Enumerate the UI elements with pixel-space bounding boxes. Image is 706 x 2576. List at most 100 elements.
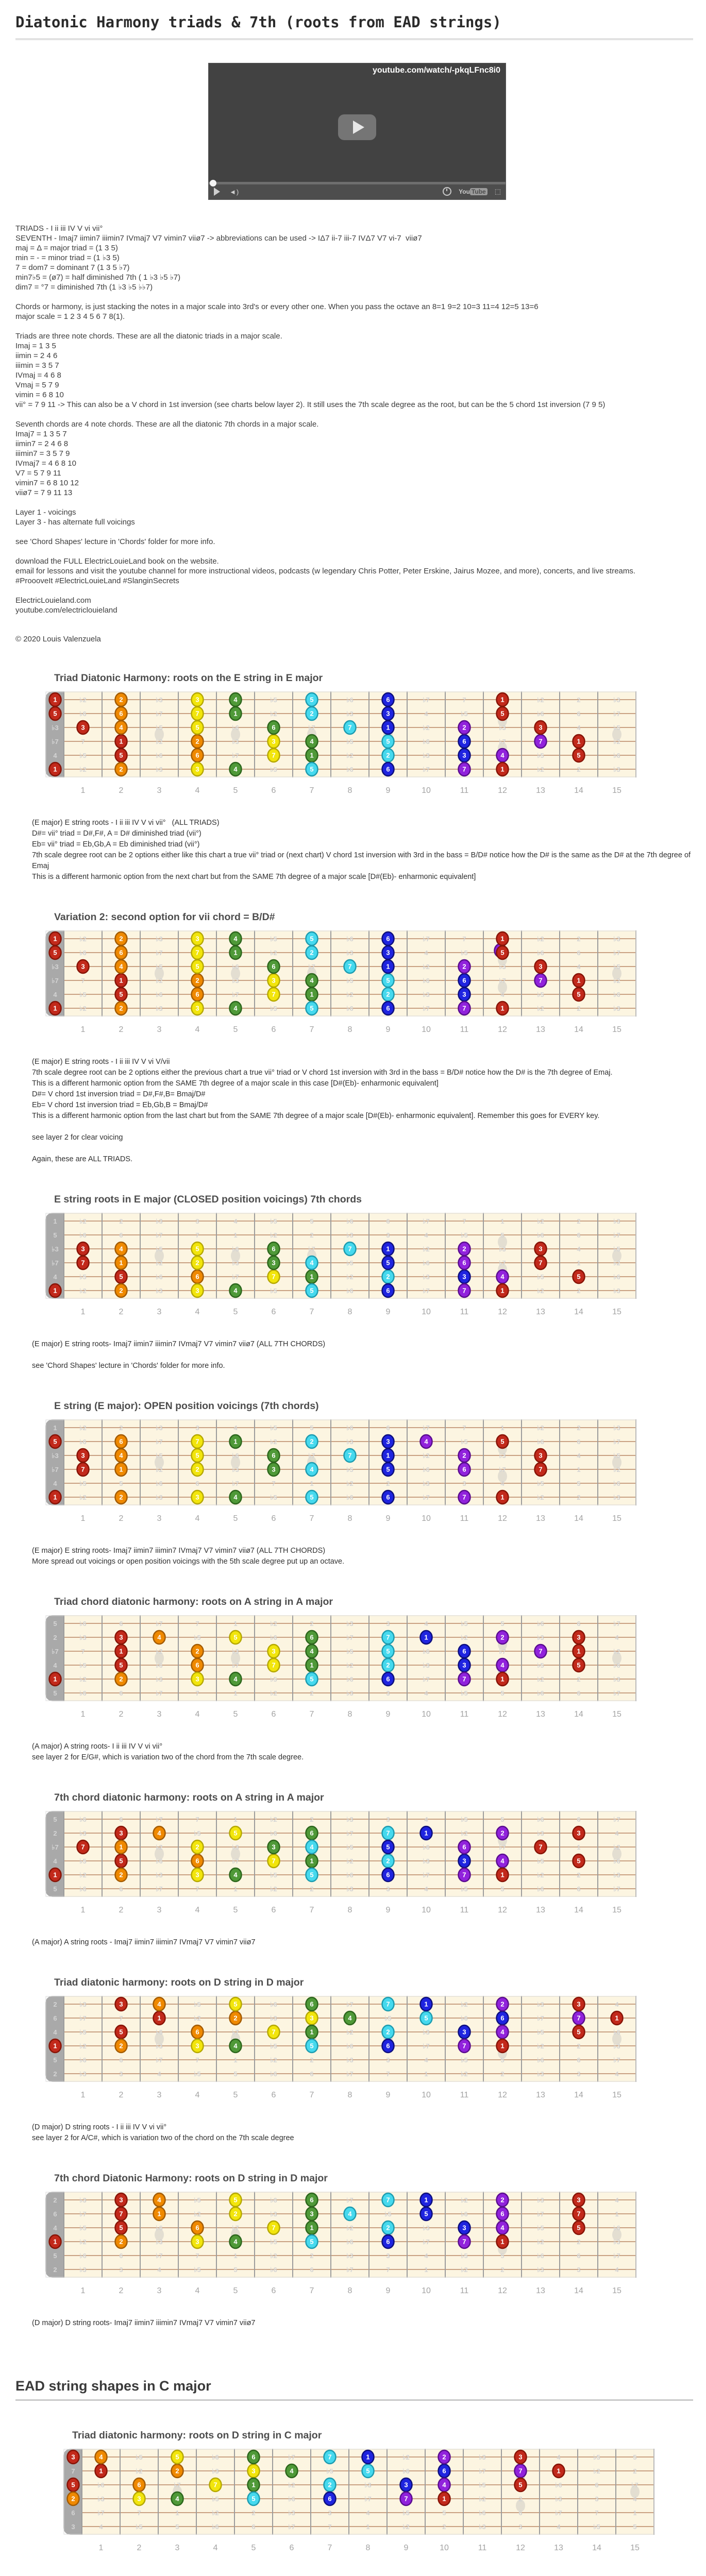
svg-text:7: 7 [137, 2509, 141, 2517]
svg-text:3: 3 [119, 2196, 123, 2204]
svg-text:♭7: ♭7 [52, 1843, 58, 1851]
svg-text:♭7: ♭7 [52, 1466, 58, 1473]
svg-text:6: 6 [386, 935, 390, 943]
svg-text:8: 8 [348, 1710, 352, 1719]
watch-later-icon[interactable] [443, 187, 452, 196]
svg-text:2: 2 [310, 949, 313, 957]
svg-text:15: 15 [612, 1710, 621, 1719]
chart-caption-line: More spread out voicings or open positio… [32, 1557, 345, 1566]
svg-text:12: 12 [498, 786, 507, 795]
svg-text:12: 12 [516, 2544, 525, 2552]
svg-text:♭2: ♭2 [194, 2014, 200, 2022]
svg-text:♭6: ♭6 [613, 2224, 620, 2232]
svg-text:6: 6 [310, 1829, 313, 1837]
svg-text:7: 7 [328, 2544, 332, 2552]
svg-text:5: 5 [233, 1906, 238, 1914]
intro-line: iimin = 2 4 6 [15, 351, 58, 360]
svg-text:6: 6 [119, 1620, 123, 1628]
progress-bar[interactable] [209, 180, 506, 187]
svg-text:5: 5 [500, 1231, 504, 1239]
svg-text:♭6: ♭6 [212, 2453, 218, 2461]
svg-text:7: 7 [272, 752, 275, 759]
svg-text:6: 6 [577, 1885, 580, 1893]
svg-text:1: 1 [310, 1662, 313, 1669]
youtube-logo-text: You [459, 188, 470, 195]
svg-text:10: 10 [422, 1710, 431, 1719]
chart-caption-line: This is a different harmonic option from… [32, 1112, 600, 1120]
svg-text:7: 7 [272, 1273, 275, 1281]
svg-text:♭2: ♭2 [346, 1662, 353, 1669]
svg-text:♭2: ♭2 [270, 1231, 277, 1239]
progress-scrubber[interactable] [210, 180, 216, 187]
svg-text:2: 2 [53, 1634, 57, 1641]
svg-text:1: 1 [500, 1675, 504, 1683]
svg-text:6: 6 [386, 1871, 390, 1879]
svg-text:♭6: ♭6 [346, 2042, 353, 2050]
play-icon-small[interactable] [214, 188, 220, 196]
svg-text:3: 3 [71, 2523, 75, 2531]
volume-icon[interactable]: ◄) [229, 188, 240, 196]
svg-text:3: 3 [577, 2196, 580, 2204]
svg-text:1: 1 [53, 1675, 57, 1683]
svg-text:5: 5 [577, 2224, 580, 2232]
svg-text:1: 1 [119, 977, 123, 985]
fullscreen-icon[interactable]: ⬚ [494, 187, 501, 195]
svg-text:10: 10 [422, 786, 431, 795]
svg-text:♭7: ♭7 [156, 1438, 162, 1446]
svg-text:5: 5 [577, 991, 580, 998]
svg-text:7: 7 [310, 1025, 314, 1034]
svg-text:♭3: ♭3 [537, 1634, 544, 1641]
fretboard-diagram: ♭2 ♭3 ♭5 ♭6 ♭7 7 ♭2 2 ♭3 ♭6 ♭7 ♭2 ♭3 4 ♭5 ♭6 6 ♭7 ♭3 ♭5 ♭6 ♭7… [45, 930, 706, 1039]
svg-text:3: 3 [175, 2544, 180, 2552]
svg-text:♭3: ♭3 [346, 1689, 353, 1697]
svg-text:1: 1 [53, 1871, 57, 1879]
svg-text:7: 7 [310, 1906, 314, 1914]
svg-text:2: 2 [386, 1273, 390, 1281]
svg-text:1: 1 [175, 2509, 179, 2517]
svg-text:♭5: ♭5 [194, 2070, 200, 2078]
svg-text:5: 5 [310, 1287, 313, 1295]
svg-text:♭5: ♭5 [346, 977, 353, 985]
svg-text:4: 4 [195, 1906, 200, 1914]
svg-text:6: 6 [195, 1662, 199, 1669]
svg-text:1: 1 [310, 1273, 313, 1281]
svg-text:♭2: ♭2 [79, 766, 86, 773]
svg-text:♭5: ♭5 [613, 1245, 620, 1253]
svg-text:2: 2 [119, 766, 123, 773]
intro-line: V7 = 5 7 9 11 [15, 469, 61, 478]
svg-text:♭3: ♭3 [613, 2042, 620, 2050]
svg-text:3: 3 [272, 738, 275, 745]
svg-text:1: 1 [557, 2467, 560, 2475]
svg-text:2: 2 [119, 1871, 123, 1879]
svg-text:♭7: ♭7 [423, 1494, 429, 1501]
svg-text:♭3: ♭3 [423, 991, 429, 998]
svg-text:1: 1 [424, 2196, 428, 2204]
youtube-logo[interactable]: You Tube [459, 188, 488, 195]
svg-text:4: 4 [500, 991, 505, 998]
svg-text:♭3: ♭3 [537, 2196, 544, 2204]
svg-text:4: 4 [577, 1245, 581, 1253]
intro-line: maj = Δ = major triad = (1 3 5) [15, 244, 118, 252]
svg-text:7: 7 [195, 2252, 199, 2260]
svg-text:6: 6 [119, 1816, 123, 1823]
svg-text:5: 5 [500, 1438, 504, 1446]
svg-text:♭2: ♭2 [79, 1217, 86, 1225]
svg-text:7: 7 [539, 1648, 542, 1655]
svg-text:4: 4 [53, 991, 57, 998]
svg-text:♭6: ♭6 [461, 2014, 467, 2022]
svg-text:♭5: ♭5 [79, 2224, 86, 2232]
svg-text:5: 5 [119, 1857, 123, 1865]
svg-text:2: 2 [633, 2467, 636, 2475]
intro-line: Vmaj = 5 7 9 [15, 381, 59, 389]
svg-text:7: 7 [462, 1287, 466, 1295]
svg-text:♭6: ♭6 [79, 1885, 86, 1893]
intro-line: vii° = 7 9 11 -> This can also be a V ch… [15, 400, 606, 409]
svg-text:♭7: ♭7 [156, 1689, 162, 1697]
svg-text:4: 4 [633, 2495, 637, 2503]
play-button[interactable] [338, 114, 376, 141]
svg-text:♭6: ♭6 [156, 1857, 162, 1865]
svg-text:♭7: ♭7 [232, 2028, 239, 2036]
svg-text:3: 3 [137, 2495, 141, 2503]
svg-text:4: 4 [119, 1245, 123, 1253]
svg-text:4: 4 [119, 724, 123, 732]
